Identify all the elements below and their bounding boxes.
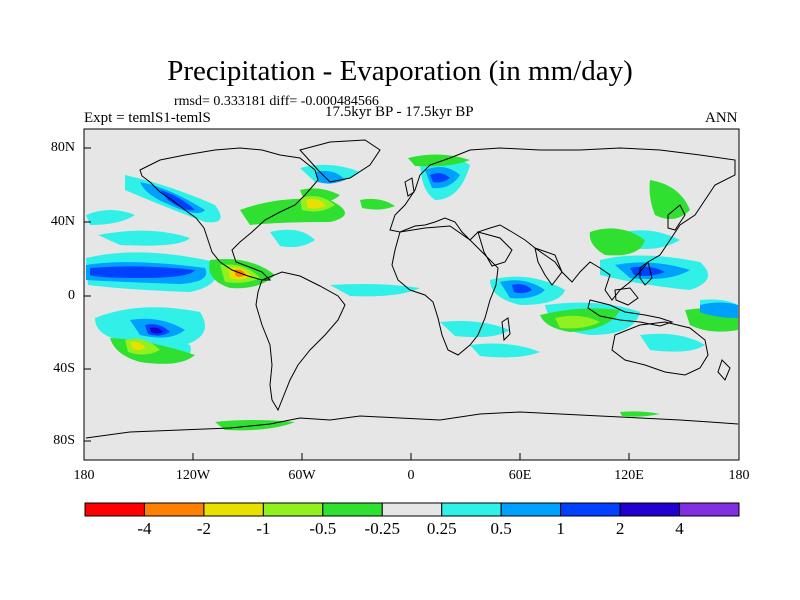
colorbar-swatch bbox=[322, 502, 383, 517]
anomaly-patch bbox=[130, 341, 146, 350]
colorbar-label: -2 bbox=[196, 519, 211, 538]
anomaly-fields bbox=[86, 154, 738, 431]
anomaly-patch bbox=[555, 315, 600, 329]
anomaly-patch bbox=[86, 210, 135, 225]
x-tick-label: 180 bbox=[73, 468, 95, 483]
coastline-indonesia bbox=[587, 299, 674, 327]
colorbar-label: 1 bbox=[556, 519, 565, 538]
anomaly-patch bbox=[649, 180, 690, 219]
colorbar-label: -0.5 bbox=[309, 519, 337, 538]
anomaly-patch bbox=[360, 198, 395, 210]
anomaly-patch bbox=[160, 190, 195, 211]
y-tick-label: 80N bbox=[50, 140, 75, 155]
axis-ticks bbox=[83, 147, 740, 460]
coastline-antarctica bbox=[85, 411, 739, 439]
anomaly-patch bbox=[589, 228, 645, 256]
colorbar-label: -1 bbox=[256, 519, 271, 538]
experiment-label: Expt = temlS1-temlS bbox=[84, 110, 211, 126]
y-tick-label: 80S bbox=[53, 433, 75, 448]
colorbar-swatch bbox=[84, 502, 145, 517]
anomaly-patch bbox=[430, 173, 450, 183]
y-tick-label: 40S bbox=[53, 361, 75, 376]
colorbar-label: -0.25 bbox=[364, 519, 400, 538]
colorbar-swatch bbox=[143, 502, 205, 517]
coastline-north-america bbox=[139, 147, 319, 281]
colorbar-label: -4 bbox=[137, 519, 152, 538]
x-tick-label: 180 bbox=[728, 468, 750, 483]
anomaly-patch bbox=[512, 284, 532, 294]
y-tick-label: 40N bbox=[50, 214, 75, 229]
colorbar-swatch bbox=[203, 502, 264, 517]
anomaly-patch bbox=[330, 284, 420, 297]
colorbar-swatch bbox=[381, 502, 443, 517]
colorbar-swatch bbox=[619, 502, 681, 517]
coastline-arabia bbox=[477, 231, 513, 267]
coastline-madagascar bbox=[501, 317, 511, 342]
coastline-japan bbox=[667, 204, 686, 231]
coastline-new-zealand bbox=[717, 359, 731, 381]
anomaly-patch bbox=[640, 333, 705, 352]
y-tick-label: 0 bbox=[68, 288, 75, 303]
map-background bbox=[83, 128, 740, 461]
x-tick-label: 120W bbox=[175, 468, 211, 483]
anomaly-patch bbox=[440, 321, 510, 338]
colorbar-swatch bbox=[560, 502, 621, 517]
period-label: 17.5kyr BP - 17.5kyr BP bbox=[325, 104, 474, 120]
anomaly-patch bbox=[700, 302, 738, 318]
coastline-borneo bbox=[614, 287, 639, 306]
anomaly-patch bbox=[306, 198, 326, 209]
x-tick-label: 120E bbox=[614, 468, 644, 483]
x-tick-label: 0 bbox=[407, 468, 415, 483]
coastline-africa bbox=[391, 225, 499, 356]
colorbar-swatch bbox=[262, 502, 324, 517]
x-tick-label: 60E bbox=[508, 468, 532, 483]
coastlines bbox=[85, 139, 739, 439]
anomaly-patch bbox=[620, 411, 660, 417]
anomaly-patch bbox=[98, 230, 190, 246]
coastline-australia bbox=[611, 321, 709, 376]
colorbar-swatch bbox=[441, 502, 502, 517]
anomaly-patch bbox=[90, 266, 195, 278]
x-tick-label: 60W bbox=[288, 468, 316, 483]
chart-title: Precipitation - Evaporation (in mm/day) bbox=[167, 55, 633, 87]
coastline-philippines bbox=[639, 261, 653, 286]
colorbar-label: 2 bbox=[615, 519, 625, 538]
coastline-south-america bbox=[255, 271, 346, 412]
anomaly-patch bbox=[408, 154, 470, 167]
colorbar-label: 0.25 bbox=[426, 519, 457, 538]
colorbar-label: 4 bbox=[675, 519, 684, 538]
colorbar-label: 0.5 bbox=[490, 519, 512, 538]
rmsd-diff-stats: rmsd= 0.333181 diff= -0.000484566 bbox=[174, 94, 379, 109]
coastline-eurasia bbox=[389, 147, 736, 301]
anomaly-patch bbox=[150, 327, 163, 334]
coastline-india bbox=[534, 247, 563, 286]
anomaly-patch bbox=[270, 229, 315, 248]
colorbar-swatch bbox=[500, 502, 562, 517]
coastline-britain bbox=[404, 177, 415, 197]
colorbar-swatch bbox=[679, 502, 740, 517]
coastline-greenland bbox=[299, 139, 381, 183]
anomaly-patch bbox=[470, 343, 540, 358]
season-label: ANN bbox=[705, 110, 738, 126]
